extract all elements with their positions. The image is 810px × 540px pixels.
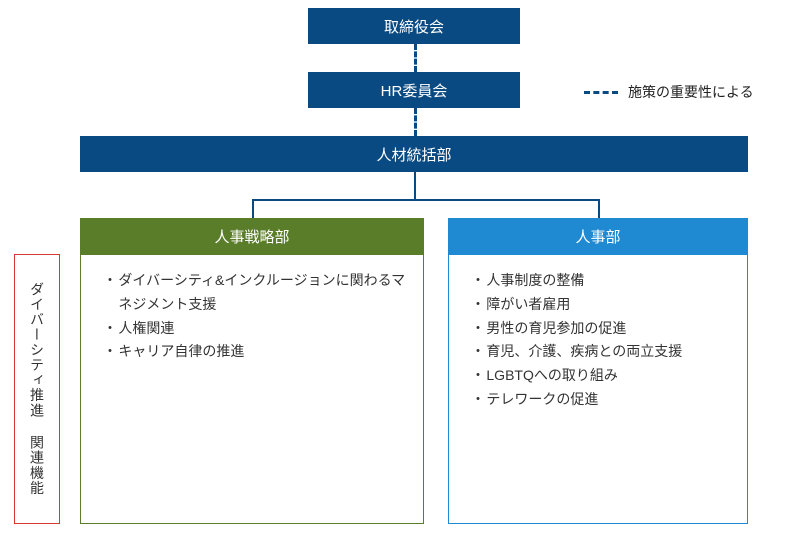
list-item: 障がい者雇用 [471, 293, 731, 317]
list-item: テレワークの促進 [471, 388, 731, 412]
box-hr-strategy: 人事戦略部 [80, 218, 424, 254]
connector [414, 44, 417, 72]
box-board-label: 取締役会 [384, 16, 444, 37]
connector [252, 199, 598, 201]
list-item: 育児、介護、疾病との両立支援 [471, 340, 731, 364]
strategy-bullet-list: ダイバーシティ&インクルージョンに関わるマネジメント支援人権関連キャリア自律の推… [103, 269, 407, 364]
legend-line-sample [584, 91, 618, 94]
panel-hr-list: 人事制度の整備障がい者雇用男性の育児参加の促進育児、介護、疾病との両立支援LGB… [448, 254, 748, 524]
list-item: LGBTQへの取り組み [471, 364, 731, 388]
connector [252, 199, 254, 218]
box-hr-committee-label: HR委員会 [381, 80, 448, 101]
panel-strategy-list: ダイバーシティ&インクルージョンに関わるマネジメント支援人権関連キャリア自律の推… [80, 254, 424, 524]
legend-label: 施策の重要性による [628, 82, 754, 102]
list-item: 人事制度の整備 [471, 269, 731, 293]
connector [414, 108, 417, 136]
box-hr-division-label: 人材統括部 [376, 144, 451, 165]
side-label-text: ダイバーシティ推進 関連機能 [27, 282, 47, 496]
list-item: 男性の育児参加の促進 [471, 317, 731, 341]
list-item: ダイバーシティ&インクルージョンに関わるマネジメント支援 [103, 269, 407, 317]
connector [414, 172, 416, 199]
box-hr-dept: 人事部 [448, 218, 748, 254]
box-hr-division: 人材統括部 [80, 136, 748, 172]
box-hr-strategy-label: 人事戦略部 [214, 226, 289, 247]
side-label-diversity: ダイバーシティ推進 関連機能 [14, 254, 60, 524]
legend: 施策の重要性による [584, 82, 754, 102]
box-hr-dept-label: 人事部 [575, 226, 620, 247]
connector [598, 199, 600, 218]
list-item: 人権関連 [103, 317, 407, 341]
list-item: キャリア自律の推進 [103, 340, 407, 364]
box-hr-committee: HR委員会 [308, 72, 520, 108]
box-board: 取締役会 [308, 8, 520, 44]
hr-bullet-list: 人事制度の整備障がい者雇用男性の育児参加の促進育児、介護、疾病との両立支援LGB… [471, 269, 731, 412]
